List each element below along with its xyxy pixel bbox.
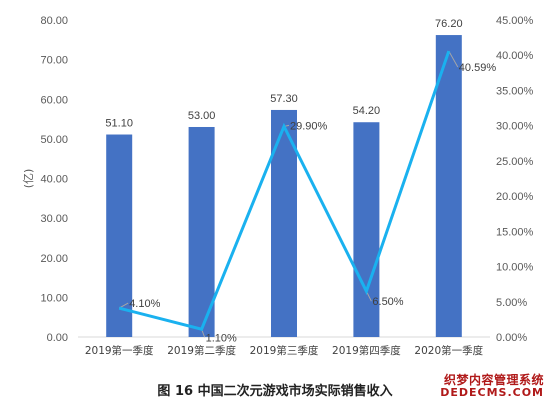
watermark: 织梦内容管理系统 DEDECMS.COM — [440, 372, 544, 400]
left-axis-ticks: 0.00 10.00 20.00 30.00 40.00 50.00 60.00 70.00 8… — [40, 15, 68, 344]
left-tick-label: 10.00 — [40, 292, 68, 304]
left-tick-label: 60.00 — [40, 94, 68, 106]
line-value-label: 40.59% — [459, 62, 497, 74]
right-tick-label: 30.00% — [496, 121, 534, 133]
label-leader-line — [448, 50, 459, 68]
right-tick-label: 45.00% — [496, 15, 534, 27]
figure-caption: 图 16 中国二次元游戏市场实际销售收入 — [157, 384, 393, 399]
right-tick-label: 0.00% — [496, 332, 527, 344]
left-tick-label: 0.00 — [47, 332, 68, 344]
bar-value-label: 51.10 — [105, 118, 133, 130]
right-tick-label: 15.00% — [496, 226, 534, 238]
category-label: 2019第三季度 — [250, 344, 319, 357]
right-tick-label: 40.00% — [496, 50, 534, 62]
left-tick-label: 20.00 — [40, 253, 68, 265]
category-label: 2019第四季度 — [332, 344, 401, 357]
category-label: 2019第一季度 — [85, 344, 154, 357]
growth-rate-line — [118, 50, 451, 332]
bar — [188, 126, 215, 337]
left-tick-label: 40.00 — [40, 174, 68, 186]
line-value-label: 1.10% — [206, 332, 237, 344]
line-value-label: 6.50% — [372, 296, 403, 308]
right-tick-label: 5.00% — [496, 297, 527, 309]
bar — [435, 35, 462, 338]
right-axis-ticks: 0.00% 5.00% 10.00% 15.00% 20.00% 25.00% 30.00%… — [496, 15, 534, 344]
line-value-label: 4.10% — [129, 298, 160, 310]
bar-value-label: 57.30 — [270, 93, 298, 105]
category-labels: 2019第一季度 2019第二季度 2019第三季度 2019第四季度 2020第一季度 — [85, 344, 484, 357]
category-label: 2020第一季度 — [414, 344, 483, 357]
y-axis-label: (亿) — [22, 169, 35, 189]
line-data-labels: 4.10% 1.10% 29.90% 6.50% 40.59% — [129, 62, 496, 344]
right-tick-label: 20.00% — [496, 191, 534, 203]
left-tick-label: 30.00 — [40, 213, 68, 225]
watermark-title: 织梦内容管理系统 — [443, 372, 544, 387]
line-value-label: 29.90% — [290, 120, 328, 132]
left-tick-label: 80.00 — [40, 15, 68, 27]
left-tick-label: 70.00 — [40, 55, 68, 67]
right-tick-label: 35.00% — [496, 85, 534, 97]
left-tick-label: 50.00 — [40, 134, 68, 146]
bar-value-label: 53.00 — [188, 110, 216, 122]
bar — [353, 122, 380, 337]
bar-value-label: 76.20 — [435, 18, 463, 30]
right-tick-label: 10.00% — [496, 262, 534, 274]
category-label: 2019第二季度 — [167, 344, 236, 357]
bar-data-labels: 51.10 53.00 57.30 54.20 76.20 — [105, 18, 462, 129]
right-tick-label: 25.00% — [496, 156, 534, 168]
watermark-url: DEDECMS.COM — [440, 386, 544, 400]
bar-value-label: 54.20 — [353, 105, 381, 117]
bar-series — [106, 35, 462, 338]
